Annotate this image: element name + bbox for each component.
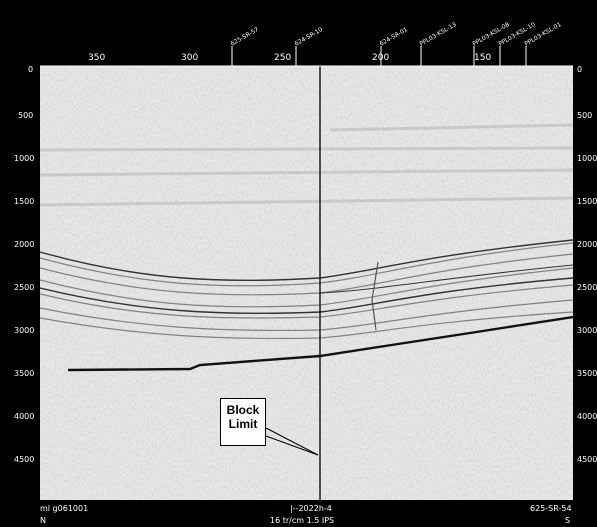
well-label: 625-SR-57 (230, 26, 261, 48)
depth-tick-label: 2000 (577, 240, 597, 249)
depth-tick-label: 2500 (14, 283, 34, 292)
footer: ml g061001 |--2022h-4 625-SR-54 16 tr/cm… (40, 504, 572, 525)
fault-line (371, 261, 379, 331)
footer-scale: 16 tr/cm 1.5 IPS (270, 516, 334, 525)
well-label: 624-SR-10 (294, 26, 325, 48)
depth-tick-label: 4500 (577, 455, 597, 464)
depth-tick-label: 4000 (577, 412, 597, 421)
depth-tick-label: 0 (577, 65, 582, 74)
depth-tick-label: 500 (577, 111, 592, 120)
depth-tick-label: 3000 (577, 326, 597, 335)
depth-tick-label: 1000 (577, 154, 597, 163)
well-label: 624-SR-01 (379, 26, 410, 48)
depth-tick-label: 2000 (14, 240, 34, 249)
depth-tick-label: 1500 (14, 197, 34, 206)
footer-left-direction: N (40, 516, 46, 525)
depth-tick-label: 4000 (14, 412, 34, 421)
top-tick-label: 250 (274, 53, 291, 63)
depth-tick-label: 4500 (14, 455, 34, 464)
top-axis-ticks: 350 300 250 200 150 (88, 53, 491, 63)
depth-tick-label: 1000 (14, 154, 34, 163)
depth-tick-label: 3500 (14, 369, 34, 378)
block-limit-callout: Block Limit (220, 398, 266, 446)
right-depth-axis: 0 500 1000 1500 2000 2500 3000 3500 4000… (577, 65, 597, 464)
top-tick-label: 150 (474, 53, 491, 63)
depth-tick-label: 2500 (577, 283, 597, 292)
depth-tick-label: 0 (28, 65, 33, 74)
depth-tick-label: 1500 (577, 197, 597, 206)
callout-line-1: Block (226, 403, 260, 417)
shallow-layering (40, 123, 573, 207)
footer-left-id: ml g061001 (40, 504, 88, 513)
callout-leader-2 (265, 435, 319, 456)
top-tick-label: 350 (88, 53, 105, 63)
depth-tick-label: 3000 (14, 326, 34, 335)
callout-leader (265, 427, 319, 456)
depth-tick-label: 500 (18, 111, 33, 120)
depth-tick-label: 3500 (577, 369, 597, 378)
well-labels: 625-SR-57 624-SR-10 624-SR-01 PPL03-KSL-… (230, 21, 563, 48)
seismic-noise-texture (40, 66, 573, 500)
top-tick-label: 300 (181, 53, 198, 63)
callout-line-2: Limit (228, 417, 258, 431)
left-depth-axis: 0 500 1000 1500 2000 2500 3000 3500 4000… (14, 65, 34, 464)
footer-center-id: |--2022h-4 (290, 504, 332, 513)
footer-right-direction: S (565, 516, 570, 525)
well-markers (231, 46, 527, 66)
well-label: PPL03-KSL-13 (419, 21, 458, 48)
footer-right-id: 625-SR-54 (530, 504, 572, 513)
